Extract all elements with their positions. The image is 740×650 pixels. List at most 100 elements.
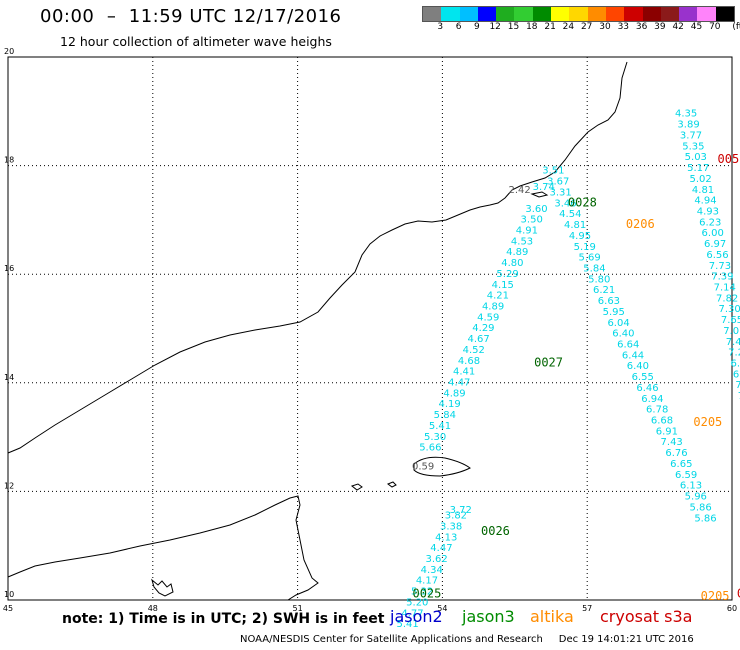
- colorbar-swatch: [551, 7, 570, 21]
- wave-height-value: 4.81: [692, 185, 714, 196]
- wave-height-value: 6.68: [651, 416, 673, 427]
- wave-height-value: 7.82: [738, 391, 740, 402]
- legend-jason2: jason2: [390, 607, 443, 626]
- wave-height-value: 6.21: [593, 285, 615, 296]
- wave-height-value: 5.84: [583, 263, 605, 274]
- lon-tick-label: 51: [293, 604, 303, 613]
- wave-height-value: 4.19: [439, 399, 461, 410]
- wave-height-value: 5.86: [689, 502, 711, 513]
- colorbar-swatch: [715, 7, 735, 21]
- wave-height-value: 6.40: [612, 329, 634, 340]
- wave-height-value: 4.47: [430, 543, 452, 554]
- colorbar-swatch: [569, 7, 588, 21]
- wave-height-value: 4.93: [697, 206, 719, 217]
- wave-height-value: 3.74: [533, 182, 555, 193]
- colorbar-label: 30: [599, 22, 611, 32]
- wave-height-value: 6.76: [665, 448, 687, 459]
- wave-height-value: 5.66: [419, 443, 441, 454]
- wave-height-value: 6.13: [680, 481, 702, 492]
- colorbar-label: 24: [562, 22, 575, 32]
- colorbar-swatch: [496, 7, 515, 21]
- wave-height-value: 6.85: [731, 359, 740, 370]
- small-island: [350, 483, 363, 491]
- colorbar-label: (ft): [732, 22, 740, 32]
- wave-height-value: 5.84: [434, 410, 456, 421]
- colorbar-label: 12: [489, 22, 501, 32]
- map-title: 00:00 – 11:59 UTC 12/17/2016: [40, 6, 342, 27]
- lat-tick-label: 14: [4, 373, 14, 382]
- pass-label: 0027: [534, 356, 563, 370]
- wave-height-value: 5.86: [694, 513, 716, 524]
- pass-label: 0205: [701, 589, 730, 603]
- wave-height-value: 3.60: [525, 204, 547, 215]
- small-island: [386, 481, 397, 488]
- wave-height-value: 6.63: [598, 296, 620, 307]
- wave-height-value: 4.52: [463, 345, 485, 356]
- wave-height-value: 4.89: [443, 388, 465, 399]
- colorbar-label: 18: [526, 22, 538, 32]
- colorbar-label: 3: [437, 22, 444, 32]
- wave-height-value: 5.32: [411, 587, 433, 598]
- wave-height-value: 6.00: [702, 228, 724, 239]
- wave-height-value: 4.67: [467, 334, 489, 345]
- wave-height-value: 5.30: [424, 432, 446, 443]
- wave-height-value: 3.77: [680, 130, 702, 141]
- wave-height-value: 3.62: [425, 554, 447, 565]
- wave-height-value: 4.81: [564, 220, 586, 231]
- wave-height-value: 6.94: [641, 394, 663, 405]
- colorbar-label: 39: [654, 22, 666, 32]
- wave-height-value: 5.69: [578, 253, 600, 264]
- colorbar-swatch: [514, 7, 533, 21]
- wave-height-value: 5.02: [689, 174, 711, 185]
- colorbar-swatch: [423, 7, 442, 21]
- wave-height-value: 6.44: [622, 350, 644, 361]
- wave-height-value: 7.43: [661, 437, 683, 448]
- pass-label: 0205: [693, 415, 722, 429]
- legend-jason3: jason3: [462, 607, 515, 626]
- wave-height-value: 7.44: [726, 337, 740, 348]
- wave-height-value: 5.80: [588, 274, 610, 285]
- lon-tick-label: 60: [727, 604, 737, 613]
- wave-height-value: 4.41: [453, 367, 475, 378]
- lat-tick-label: 20: [4, 47, 14, 56]
- wave-height-value: 3.72: [450, 505, 472, 516]
- wave-height-value: 4.59: [477, 312, 499, 323]
- wave-height-value: 4.47: [448, 378, 470, 389]
- colorbar-label: 9: [474, 22, 480, 32]
- footer-note: note: 1) Time is in UTC; 2) SWH is in fe…: [62, 611, 385, 627]
- colorbar-label: 70: [709, 22, 721, 32]
- colorbar-label: 15: [507, 22, 520, 32]
- wave-height-value: 4.91: [516, 225, 538, 236]
- socotra-island: [413, 456, 471, 477]
- wave-height-value: 7.65: [721, 315, 740, 326]
- wave-height-value: 2.42: [508, 185, 530, 196]
- lat-tick-label: 16: [4, 264, 14, 273]
- colorbar-swatch: [624, 7, 643, 21]
- lat-tick-label: 10: [4, 590, 14, 599]
- colorbar-swatch: [642, 7, 661, 21]
- wave-height-value: 6.59: [675, 470, 697, 481]
- wave-height-value: 6.97: [704, 239, 726, 250]
- wave-height-value: 7.14: [714, 282, 736, 293]
- kuria-muria-islands: [530, 191, 549, 198]
- colorbar-swatch: [441, 7, 460, 21]
- colorbar-swatch: [587, 7, 606, 21]
- colorbar-label: 27: [580, 22, 593, 32]
- wave-height-value: 4.15: [492, 280, 514, 291]
- wave-height-value: 7.26: [728, 348, 740, 359]
- wave-height-value: 7.73: [709, 261, 731, 272]
- wave-height-value: 7.07: [723, 326, 740, 337]
- wave-height-value: 3.51: [542, 166, 564, 177]
- wave-height-value: 6.78: [646, 405, 668, 416]
- lat-tick-label: 18: [4, 156, 14, 165]
- lon-tick-label: 57: [582, 604, 592, 613]
- map-subtitle: 12 hour collection of altimeter wave hei…: [60, 34, 332, 49]
- wave-height-value: 4.77: [401, 608, 423, 619]
- wave-height-value: 6.46: [636, 383, 658, 394]
- wave-height-value: 4.29: [472, 323, 494, 334]
- lon-tick-label: 48: [148, 604, 158, 613]
- wave-height-value: 5.19: [574, 242, 596, 253]
- wave-height-value: 3.67: [547, 177, 569, 188]
